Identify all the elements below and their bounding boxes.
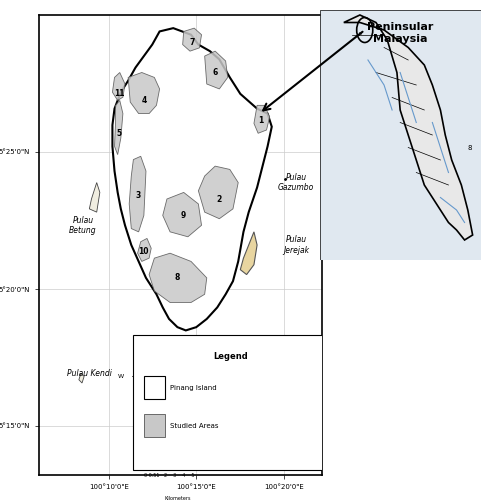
Polygon shape — [115, 100, 123, 154]
Text: N: N — [137, 344, 143, 354]
Text: Studied Areas: Studied Areas — [170, 422, 219, 428]
Polygon shape — [89, 182, 100, 212]
Polygon shape — [240, 232, 257, 274]
Bar — [172, 488, 182, 498]
Text: 10: 10 — [139, 247, 149, 256]
Text: 8: 8 — [467, 144, 472, 150]
Text: W: W — [118, 374, 124, 379]
Polygon shape — [183, 28, 202, 51]
Text: 2: 2 — [217, 194, 222, 203]
Bar — [149, 488, 153, 498]
Bar — [144, 488, 149, 498]
Bar — [144, 376, 165, 400]
Text: 8: 8 — [175, 274, 180, 282]
Text: Pulau
Betung: Pulau Betung — [69, 216, 97, 235]
Polygon shape — [254, 106, 270, 134]
Text: 6: 6 — [213, 68, 218, 77]
Bar — [144, 414, 165, 437]
Bar — [182, 488, 191, 498]
Text: Pulau Kendi: Pulau Kendi — [67, 368, 112, 378]
Text: 4: 4 — [141, 96, 146, 105]
Text: 1: 1 — [259, 116, 264, 124]
Polygon shape — [112, 72, 125, 101]
Text: E: E — [155, 374, 159, 379]
Text: Pulau
Gazumbo: Pulau Gazumbo — [278, 173, 314, 193]
Text: 11: 11 — [115, 90, 125, 98]
Text: Pinang Island: Pinang Island — [170, 385, 217, 391]
Text: 5: 5 — [116, 129, 122, 138]
Text: 0 0.51   2    3    4    5: 0 0.51 2 3 4 5 — [144, 474, 194, 478]
Polygon shape — [138, 238, 151, 262]
Bar — [133, 336, 327, 470]
Text: Kilometers: Kilometers — [165, 496, 191, 500]
Text: P: P — [358, 32, 362, 38]
Bar — [153, 488, 163, 498]
Polygon shape — [149, 253, 207, 302]
Text: Pulau
Jerejak: Pulau Jerejak — [283, 236, 309, 255]
Text: Legend: Legend — [213, 352, 248, 361]
Polygon shape — [79, 373, 84, 383]
Text: 9: 9 — [181, 211, 186, 220]
Polygon shape — [112, 28, 272, 330]
Polygon shape — [344, 15, 473, 240]
Polygon shape — [163, 192, 202, 237]
Text: S: S — [138, 400, 142, 404]
Text: Peninsular
Malaysia: Peninsular Malaysia — [367, 22, 433, 44]
Text: 7: 7 — [189, 38, 195, 48]
Polygon shape — [129, 156, 146, 232]
Polygon shape — [204, 51, 228, 89]
Text: 3: 3 — [136, 191, 141, 200]
Polygon shape — [199, 166, 238, 218]
Text: ⚓ Pulau Rimau: ⚓ Pulau Rimau — [177, 342, 233, 351]
Polygon shape — [128, 72, 160, 114]
Bar — [163, 488, 172, 498]
